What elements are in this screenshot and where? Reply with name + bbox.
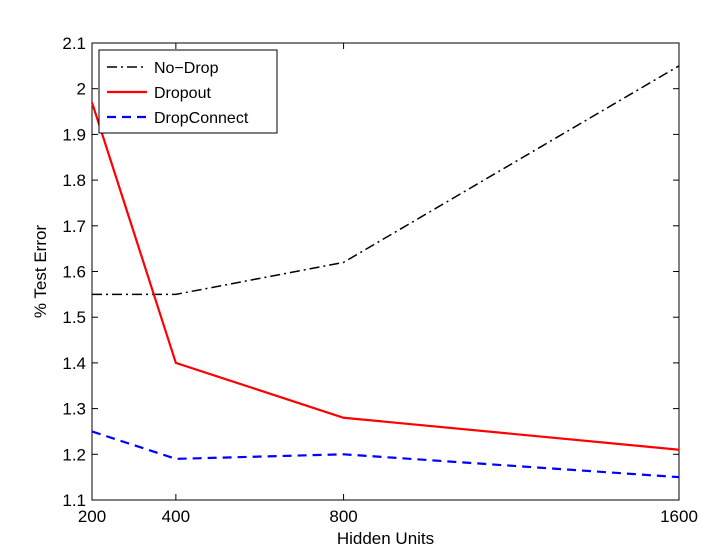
- y-tick-label: 1.5: [62, 308, 86, 327]
- y-tick-label: 1.7: [62, 217, 86, 236]
- y-axis-label: % Test Error: [31, 225, 50, 319]
- y-tick-label: 1.8: [62, 171, 86, 190]
- legend-label-0: No−Drop: [154, 60, 219, 77]
- x-axis-label: Hidden Units: [337, 529, 434, 548]
- x-tick-label: 800: [329, 507, 357, 526]
- y-tick-label: 1.3: [62, 400, 86, 419]
- x-tick-label: 200: [78, 507, 106, 526]
- axis-labels: Hidden Units % Test Error: [31, 225, 434, 548]
- y-tick-label: 1.2: [62, 445, 86, 464]
- legend-label-2: DropConnect: [154, 110, 249, 127]
- series-line-2: [91, 430, 680, 479]
- series-line-1: [90, 102, 680, 451]
- legend-label-1: Dropout: [154, 85, 211, 102]
- y-tick-label: 2: [77, 80, 86, 99]
- y-tick-label: 1.1: [62, 491, 86, 510]
- y-tick-label: 2.1: [62, 34, 86, 53]
- x-tick-label: 1600: [660, 507, 698, 526]
- y-tick-label: 1.9: [62, 125, 86, 144]
- x-tick-label: 400: [162, 507, 190, 526]
- legend: No−Drop Dropout DropConnect: [98, 49, 278, 134]
- y-tick-label: 1.4: [62, 354, 86, 373]
- y-tick-label: 1.6: [62, 263, 86, 282]
- series-lines: [90, 65, 680, 479]
- series-line-0: [92, 65, 680, 296]
- axis-ticks: 1.1 1.2 1.3 1.4 1.5 1.6 1.7 1.8 1.9 2 2.1 200 400 800…: [62, 34, 698, 526]
